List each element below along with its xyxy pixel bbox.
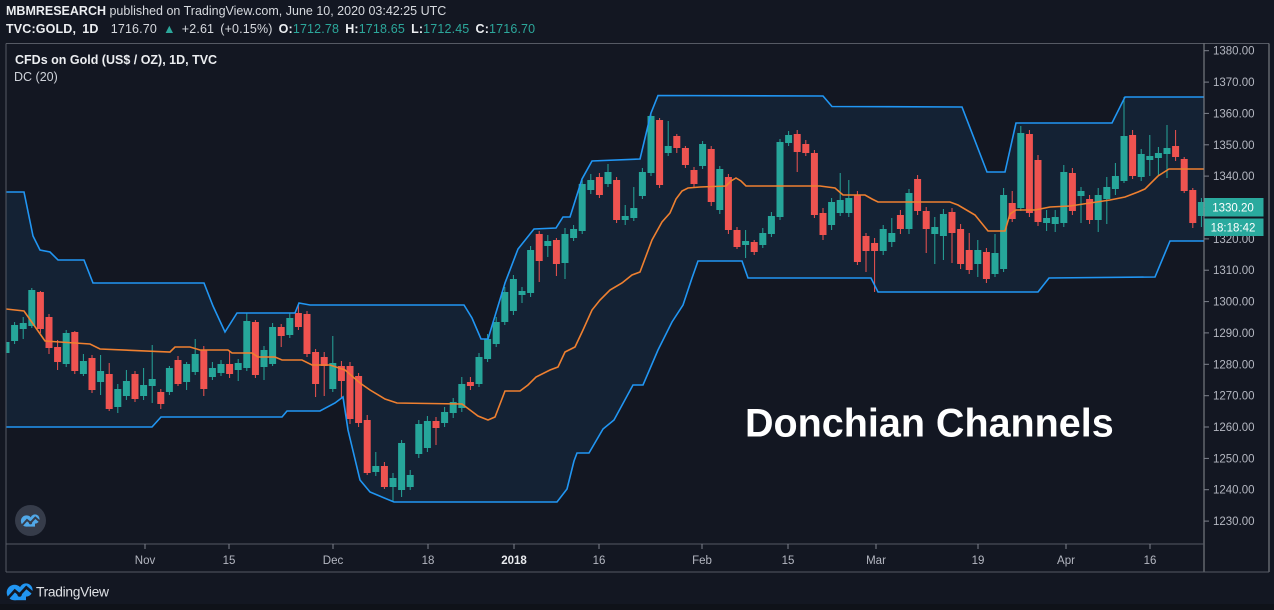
svg-text:1350.00: 1350.00 <box>1213 140 1255 152</box>
svg-text:Donchian Channels: Donchian Channels <box>745 402 1114 446</box>
svg-text:1310.00: 1310.00 <box>1213 265 1255 277</box>
svg-text:CFDs on Gold (US$ / OZ), 1D, T: CFDs on Gold (US$ / OZ), 1D, TVC <box>15 53 217 67</box>
svg-text:1330.20: 1330.20 <box>1212 203 1254 215</box>
svg-text:1260.00: 1260.00 <box>1213 422 1255 434</box>
svg-text:1340.00: 1340.00 <box>1213 171 1255 183</box>
svg-text:15: 15 <box>782 555 795 567</box>
svg-text:1370.00: 1370.00 <box>1213 77 1255 89</box>
svg-text:1270.00: 1270.00 <box>1213 391 1255 403</box>
svg-text:Feb: Feb <box>692 555 712 567</box>
svg-text:19: 19 <box>972 555 985 567</box>
svg-text:Mar: Mar <box>866 555 886 567</box>
svg-text:1280.00: 1280.00 <box>1213 359 1255 371</box>
svg-text:1380.00: 1380.00 <box>1213 46 1255 58</box>
svg-text:1240.00: 1240.00 <box>1213 485 1255 497</box>
svg-text:15: 15 <box>223 555 236 567</box>
svg-text:Apr: Apr <box>1057 555 1075 567</box>
svg-text:1320.00: 1320.00 <box>1213 234 1255 246</box>
svg-text:2018: 2018 <box>501 555 527 567</box>
svg-text:1290.00: 1290.00 <box>1213 328 1255 340</box>
svg-text:16: 16 <box>593 555 606 567</box>
svg-text:18: 18 <box>422 555 435 567</box>
svg-text:Nov: Nov <box>135 555 156 567</box>
svg-text:DC (20): DC (20) <box>14 70 58 84</box>
svg-text:Dec: Dec <box>323 555 344 567</box>
svg-text:1250.00: 1250.00 <box>1213 453 1255 465</box>
svg-text:TradingView: TradingView <box>36 585 109 600</box>
svg-text:1360.00: 1360.00 <box>1213 108 1255 120</box>
svg-text:16: 16 <box>1144 555 1157 567</box>
svg-text:1300.00: 1300.00 <box>1213 297 1255 309</box>
svg-text:1230.00: 1230.00 <box>1213 516 1255 528</box>
svg-text:18:18:42: 18:18:42 <box>1211 223 1256 235</box>
